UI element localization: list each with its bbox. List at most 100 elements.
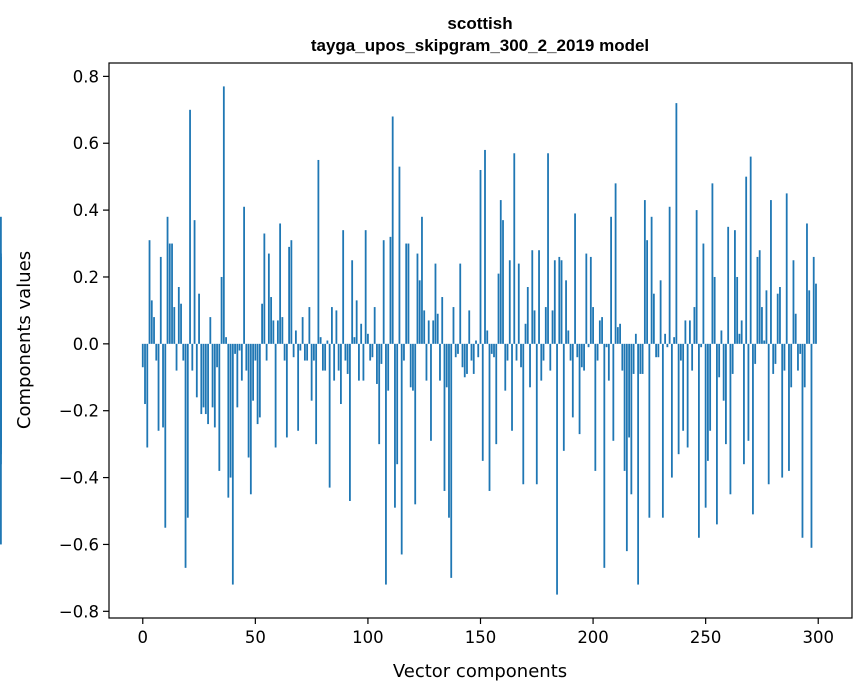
bar <box>716 343 718 525</box>
bar <box>594 343 597 471</box>
bar <box>734 230 736 344</box>
bar <box>218 343 221 471</box>
bar <box>621 343 624 371</box>
bar <box>249 343 252 495</box>
bar <box>358 343 360 381</box>
bar <box>265 343 268 361</box>
bar <box>346 343 349 374</box>
bar <box>150 300 153 344</box>
bar <box>247 343 250 458</box>
bar <box>204 343 207 415</box>
bar <box>745 176 748 344</box>
bar <box>490 343 493 354</box>
bar <box>225 337 227 344</box>
bar <box>781 343 784 478</box>
bar <box>175 343 178 371</box>
bar <box>770 200 772 344</box>
bar <box>560 260 563 344</box>
bar <box>535 343 538 485</box>
bar <box>461 343 464 368</box>
bar <box>279 223 282 344</box>
bar <box>738 333 741 344</box>
bar <box>337 343 340 371</box>
bar <box>765 290 768 344</box>
bar <box>625 343 628 552</box>
bar <box>272 320 275 344</box>
bar <box>788 343 790 471</box>
bar <box>186 343 189 518</box>
bar <box>168 243 171 344</box>
bar <box>506 343 509 361</box>
bar <box>704 343 707 508</box>
bar <box>583 343 585 371</box>
bar <box>409 343 412 388</box>
bar <box>702 243 705 344</box>
bar <box>263 233 266 344</box>
bar <box>180 303 182 344</box>
bar <box>686 343 689 448</box>
bar <box>718 343 721 378</box>
bar <box>756 256 759 344</box>
bar <box>477 343 480 358</box>
bar <box>538 250 540 344</box>
bar <box>400 343 403 555</box>
bar <box>511 343 513 431</box>
bar <box>517 263 520 344</box>
bar <box>736 276 739 344</box>
bar <box>815 283 817 344</box>
bar <box>193 220 196 344</box>
x-tick-label: 300 <box>802 628 834 647</box>
bar <box>567 330 570 344</box>
bar <box>522 343 525 485</box>
bar <box>508 260 511 344</box>
bar <box>270 297 273 344</box>
bar <box>493 343 495 358</box>
x-tick-label: 250 <box>690 628 722 647</box>
bar <box>380 343 383 364</box>
bar <box>556 343 558 595</box>
bar <box>634 333 637 344</box>
bar <box>308 307 311 344</box>
bar <box>502 220 504 344</box>
bar <box>785 193 788 344</box>
bar <box>812 256 815 344</box>
bar <box>441 297 444 344</box>
bar <box>326 340 329 344</box>
bar <box>245 343 248 371</box>
bar <box>243 206 245 344</box>
bar <box>495 343 498 445</box>
bar <box>549 343 552 371</box>
bar <box>184 343 187 568</box>
bar <box>790 343 793 388</box>
bar <box>797 343 799 371</box>
bar <box>515 343 518 361</box>
bar <box>394 343 396 508</box>
bar <box>351 260 354 344</box>
bar <box>234 343 236 354</box>
bar <box>743 343 745 465</box>
bar <box>580 343 583 368</box>
bar <box>643 200 646 344</box>
bar <box>529 343 531 388</box>
bar <box>396 343 399 465</box>
bar <box>439 343 441 381</box>
bar <box>319 337 322 344</box>
bar <box>342 230 345 344</box>
bar <box>794 313 797 344</box>
bar <box>216 343 218 368</box>
bar <box>709 343 712 431</box>
bar <box>418 280 421 344</box>
bar <box>164 343 167 528</box>
bar <box>159 256 162 344</box>
bar <box>801 343 804 538</box>
bar <box>276 320 279 344</box>
bar <box>479 169 482 344</box>
bar <box>303 343 306 361</box>
bar <box>421 216 423 344</box>
bar <box>306 343 309 361</box>
bar <box>166 216 169 344</box>
bar <box>198 293 200 344</box>
bar <box>283 343 286 361</box>
bar <box>144 343 146 405</box>
bar <box>526 287 529 344</box>
